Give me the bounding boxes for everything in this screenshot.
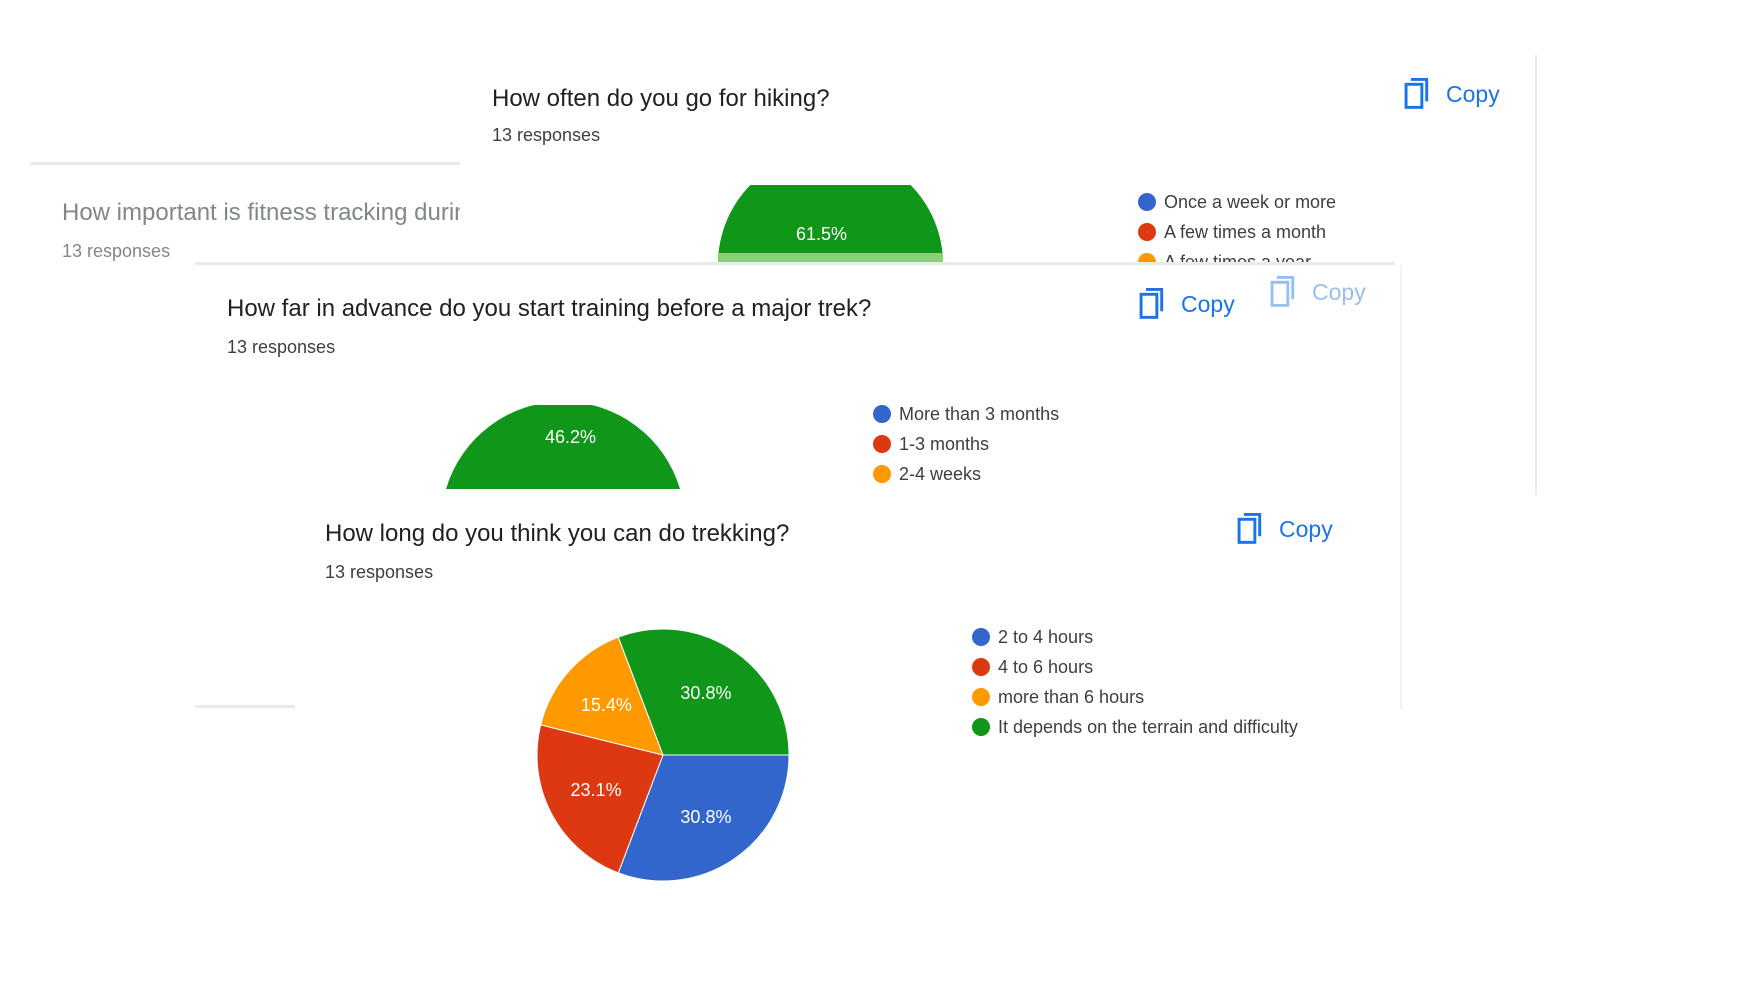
question-title: How long do you think you can do trekkin… (325, 520, 790, 547)
pie-slice (718, 185, 943, 264)
legend-item: 2 to 4 hours (972, 622, 1298, 652)
copy-label: Copy (1279, 515, 1333, 542)
question-title: How far in advance do you start training… (227, 295, 872, 322)
legend-item: A few times a month (1138, 217, 1336, 247)
legend-dot-icon (972, 688, 990, 706)
legend-item: It depends on the terrain and difficulty (972, 712, 1298, 742)
legend-dot-icon (1138, 223, 1156, 241)
pie-slice-label: 23.1% (571, 780, 622, 800)
question-title: How often do you go for hiking? (492, 85, 830, 112)
legend-dot-icon (873, 435, 891, 453)
copy-label: Copy (1312, 278, 1366, 305)
pie-slice (446, 405, 680, 489)
legend-item: 4 to 6 hours (972, 652, 1298, 682)
legend-dot-icon (1138, 193, 1156, 211)
responses-count: 13 responses (492, 125, 601, 145)
responses-count: 13 responses (227, 337, 336, 357)
copy-icon (1404, 77, 1429, 109)
card-edge (195, 262, 1395, 265)
legend-dot-icon (972, 628, 990, 646)
card-trekking: How long do you think you can do trekkin… (295, 490, 1365, 999)
pie-slice-label: 61.5% (796, 224, 847, 244)
copy-button[interactable]: Copy (1402, 77, 1500, 111)
pie-slice-label: 46.2% (545, 427, 596, 447)
legend: More than 3 months 1-3 months 2-4 weeks (873, 399, 1059, 489)
copy-button[interactable]: Copy (1137, 287, 1235, 321)
legend-dot-icon (972, 718, 990, 736)
legend-item: More than 3 months (873, 399, 1059, 429)
card-edge (195, 705, 295, 708)
pie-chart-training: 46.2% (446, 405, 680, 489)
legend: Once a week or more A few times a month … (1138, 187, 1336, 277)
pie-slice (617, 628, 790, 756)
pie-slice (536, 724, 664, 874)
copy-icon (1270, 275, 1295, 307)
pie-slice-label: 15.4% (581, 695, 632, 715)
legend-item: 1-3 months (873, 429, 1059, 459)
responses-count: 13 responses (325, 562, 434, 582)
pie-slice-label: 30.8% (680, 807, 731, 827)
pie-chart-hiking: 61.5% (718, 185, 943, 265)
legend-dot-icon (873, 465, 891, 483)
legend-item: more than 6 hours (972, 682, 1298, 712)
copy-label: Copy (1446, 80, 1500, 107)
legend-dot-icon (873, 405, 891, 423)
responses-count: 13 responses (62, 241, 171, 261)
legend-dot-icon (972, 658, 990, 676)
pie-slice (617, 754, 790, 882)
legend-item: 2-4 weeks (873, 459, 1059, 489)
pie-slice-label: 30.8% (680, 683, 731, 703)
card-edge (30, 162, 460, 165)
question-title: How important is fitness tracking durin (62, 199, 468, 226)
copy-icon (1237, 512, 1262, 544)
pie-slice (540, 636, 664, 756)
copy-button[interactable]: Copy (1235, 512, 1333, 546)
legend: 2 to 4 hours 4 to 6 hours more than 6 ho… (972, 622, 1298, 742)
copy-button-faded[interactable]: Copy (1268, 275, 1366, 309)
pie-chart-trekking: 30.8% 23.1% 15.4% 30.8% (536, 628, 790, 882)
copy-icon (1139, 287, 1164, 319)
legend-item: Once a week or more (1138, 187, 1336, 217)
copy-label: Copy (1181, 290, 1235, 317)
